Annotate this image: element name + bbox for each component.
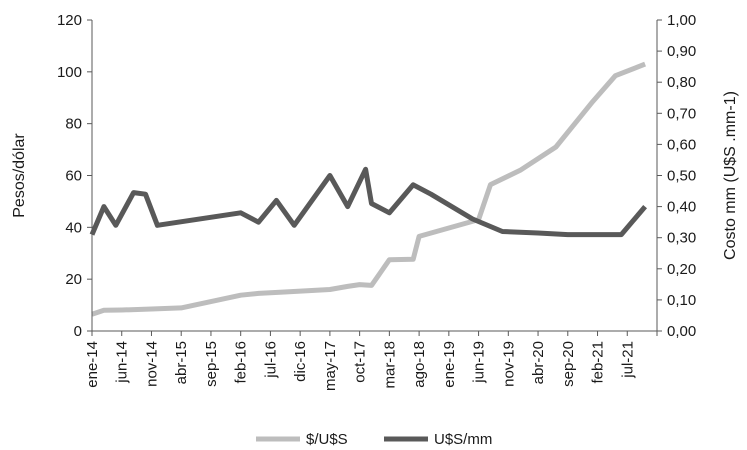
x-tick-label: ago-18 [411,341,428,388]
x-tick-label: feb-21 [590,341,607,384]
y-right-tick-label: 0,50 [667,168,696,185]
y-right-tick-label: 0,20 [667,261,696,278]
y-right-tick-label: 0,70 [667,105,696,122]
legend-label-exchange-rate: $/U$S [306,431,348,448]
x-tick-label: jul-21 [619,341,636,379]
x-tick-label: ene-19 [441,341,458,388]
x-tick-label: mar-18 [381,341,398,389]
y-right-tick-label: 1,00 [667,12,696,29]
x-tick-label: jun-19 [471,341,488,384]
y-right-tick-label: 0,80 [667,74,696,91]
series-line-cost-per-mm [89,166,648,238]
x-tick-label: nov-19 [500,341,517,387]
x-tick-label: dic-16 [292,341,309,382]
y-left-tick-label: 0 [74,323,82,340]
x-tick-label: may-17 [322,341,339,391]
x-tick-label: jun-14 [114,341,131,384]
y-left-tick-label: 60 [65,168,82,185]
y-right-tick-label: 0,30 [667,230,696,247]
x-tick-label: sep-15 [203,341,220,387]
x-tick-label: jul-16 [262,341,279,379]
legend-label-cost-per-mm: U$S/mm [434,431,492,448]
x-tick-label: ene-14 [84,341,101,388]
y-right-tick-label: 0,00 [667,323,696,340]
y-right-tick-label: 0,60 [667,136,696,153]
y-left-tick-label: 100 [57,64,82,81]
series-line-exchange-rate [91,61,647,317]
y-right-tick-label: 0,40 [667,199,696,216]
y-right-axis-title: Costo mm (U$S .mm-1) [722,91,739,260]
y-left-tick-label: 20 [65,271,82,288]
y-right-tick-label: 0,90 [667,43,696,60]
y-left-axis-title: Pesos/dólar [11,133,28,218]
y-left-tick-label: 80 [65,116,82,133]
x-tick-label: abr-20 [530,341,547,384]
x-tick-label: oct-17 [352,341,369,383]
x-tick-label: nov-14 [143,341,160,387]
x-tick-label: sep-20 [560,341,577,387]
y-left-tick-label: 120 [57,12,82,29]
x-tick-label: feb-16 [233,341,250,384]
y-left-tick-label: 40 [65,219,82,236]
y-right-tick-label: 0,10 [667,292,696,309]
x-tick-label: abr-15 [173,341,190,384]
